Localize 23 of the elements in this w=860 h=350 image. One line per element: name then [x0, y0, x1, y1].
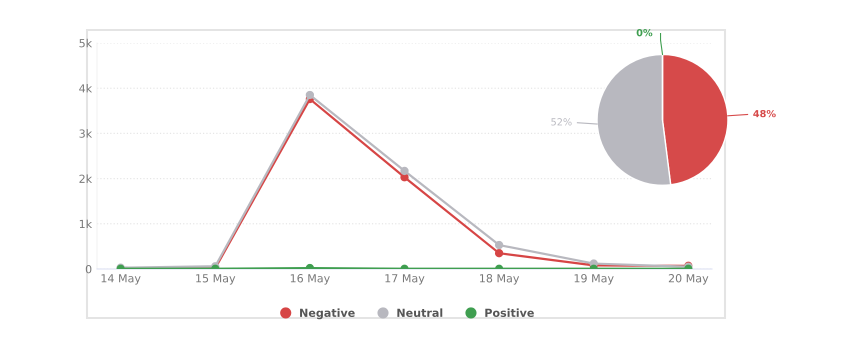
y-tick-label: 2k — [79, 174, 92, 183]
y-tick-label: 5k — [79, 38, 92, 48]
y-tick-label: 3k — [79, 129, 92, 138]
y-tick-label: 1k — [80, 220, 92, 228]
data-label: 52% — [551, 118, 572, 126]
text: 0% — [636, 28, 652, 36]
point — [494, 240, 504, 250]
legend-label: Negative — [300, 308, 355, 320]
x-tick-label: 16 May — [290, 274, 330, 285]
legend-label: Positive — [485, 308, 534, 317]
y-tick-label: 0 — [86, 264, 92, 274]
x-tick-label: 14 May — [102, 274, 141, 285]
x-tick-label: 19 May — [574, 274, 614, 285]
point — [400, 166, 409, 176]
x-tick-label: 17 May — [385, 274, 424, 285]
y-tick-label: 4k — [79, 84, 92, 92]
x-tick-label: 15 May — [196, 274, 236, 285]
point — [306, 90, 314, 100]
x-tick-label: 18 May — [480, 274, 520, 285]
legend-label: Neutral — [397, 308, 442, 317]
point — [494, 249, 504, 258]
data-label: 48% — [753, 110, 776, 118]
x-tick-label: 20 May — [668, 274, 708, 285]
